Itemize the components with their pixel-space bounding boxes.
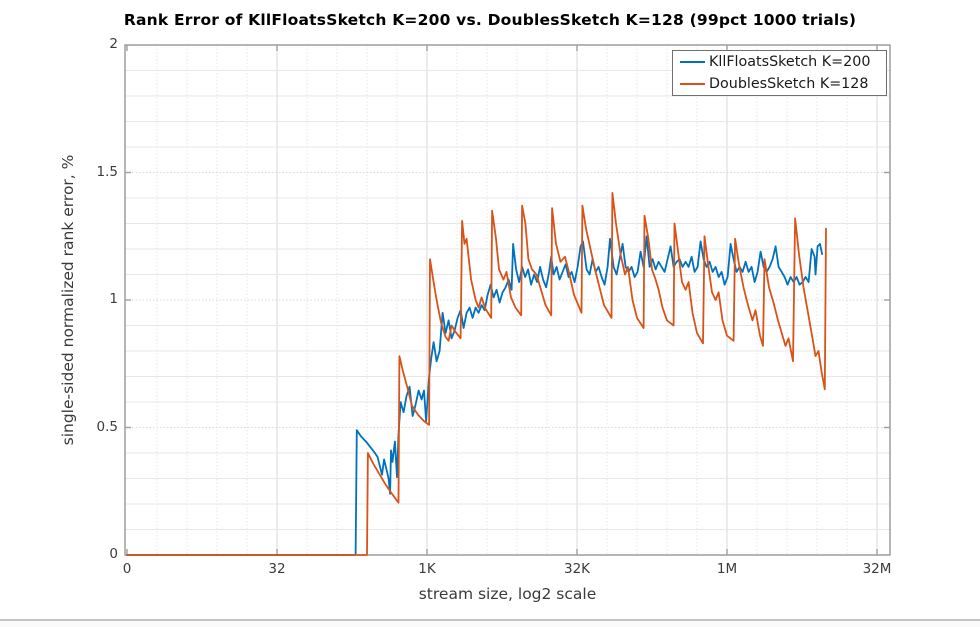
legend-line-sample-blue <box>680 61 705 63</box>
y-tick-label: 1.5 <box>96 163 118 180</box>
legend-line-sample-orange <box>680 83 705 85</box>
legend: KllFloatsSketch K=200 DoublesSketch K=12… <box>672 50 887 96</box>
y-tick-label: 0 <box>109 546 118 562</box>
x-tick-label: 32K <box>563 561 591 577</box>
y-tick-label: 1 <box>109 291 118 307</box>
legend-entry-doubles: DoublesSketch K=128 <box>673 73 886 95</box>
chart-title: Rank Error of KllFloatsSketch K=200 vs. … <box>123 11 857 29</box>
x-axis-label: stream size, log2 scale <box>418 585 597 603</box>
y-axis-label: single-sided normalized rank error, % <box>59 154 77 446</box>
x-tick-label: 32M <box>862 561 892 577</box>
bottom-divider <box>0 619 980 621</box>
y-tick-label: 0.5 <box>96 418 118 435</box>
y-tick-label: 2 <box>109 36 118 52</box>
series-line-doubles <box>126 191 827 556</box>
legend-label-kll: KllFloatsSketch K=200 <box>709 54 871 70</box>
x-tick-label: 32 <box>268 561 286 577</box>
x-tick-label: 1M <box>716 561 738 577</box>
x-tick-label: 0 <box>122 561 132 577</box>
x-tick-label: 1K <box>418 561 436 577</box>
legend-entry-kll: KllFloatsSketch K=200 <box>673 51 886 73</box>
bottom-strip <box>0 621 980 627</box>
series-line-kll <box>126 235 823 556</box>
legend-label-doubles: DoublesSketch K=128 <box>709 76 869 92</box>
